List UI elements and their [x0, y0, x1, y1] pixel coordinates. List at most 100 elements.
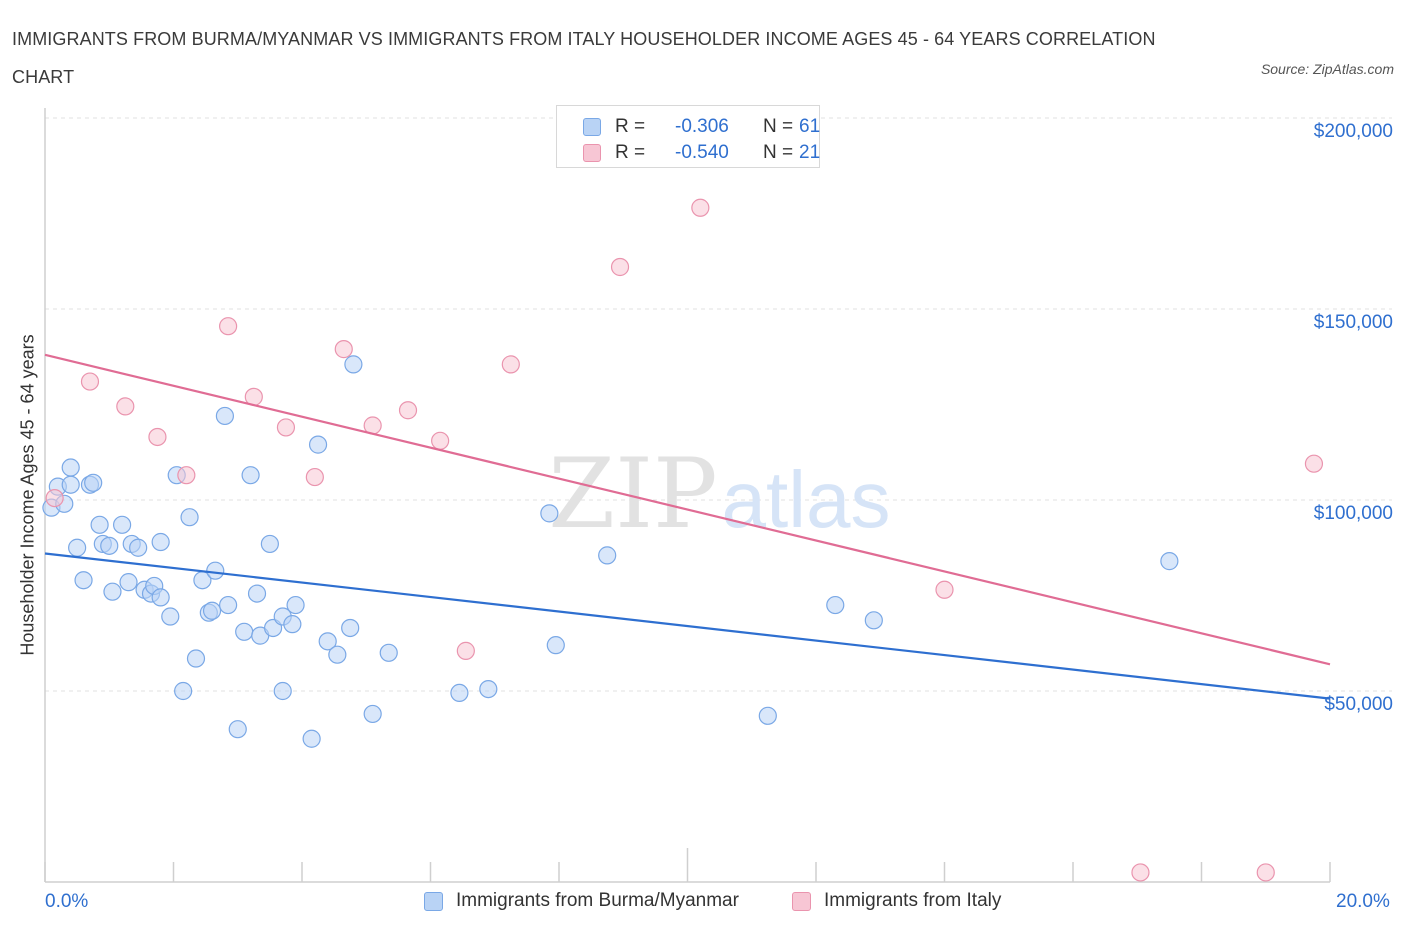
- italy-point: [276, 418, 296, 437]
- trend-line-italy: [44, 353, 1331, 666]
- legend-r-label: R =: [615, 142, 646, 163]
- italy-point: [305, 467, 324, 487]
- source-label: Source: ZipAtlas.com: [1260, 61, 1394, 77]
- burma-point: [68, 538, 87, 557]
- legend-r-value: -0.306: [675, 116, 729, 137]
- bottom-legend-label-italy: Immigrants from Italy: [824, 890, 1002, 911]
- y-tick-label: $200,000: [1313, 121, 1393, 142]
- italy-point: [334, 340, 353, 359]
- series-burma-points: [42, 355, 1179, 748]
- x-tick-label-min: 0.0%: [45, 891, 89, 912]
- italy-point: [691, 198, 710, 217]
- burma-point: [344, 355, 363, 374]
- burma-point: [61, 458, 80, 477]
- correlation-legend: R = -0.306 N = 61 R = -0.540 N = 21: [556, 105, 820, 168]
- burma-point: [302, 729, 321, 748]
- burma-point: [100, 536, 119, 555]
- burma-point: [363, 704, 382, 724]
- burma-point: [328, 645, 347, 664]
- burma-point: [219, 595, 238, 615]
- italy-point: [177, 466, 196, 485]
- burma-point: [235, 622, 254, 641]
- italy-point: [1256, 863, 1275, 882]
- italy-point: [116, 397, 135, 416]
- trend-line-burma: [44, 552, 1331, 700]
- y-axis-label: Householder Income Ages 45 - 64 years: [17, 334, 38, 656]
- legend-n-value: 61: [799, 116, 821, 137]
- series-italy-points: [45, 198, 1324, 882]
- bottom-legend-italy: Immigrants from Italy: [792, 887, 1052, 917]
- italy-point: [1131, 863, 1150, 882]
- burma-point: [247, 584, 267, 603]
- italy-point: [45, 488, 64, 508]
- burma-point: [186, 649, 206, 668]
- italy-point: [610, 257, 630, 277]
- legend-r-value: -0.540: [675, 142, 729, 163]
- burma-point: [450, 683, 469, 703]
- burma-point: [206, 561, 225, 580]
- burma-point: [202, 601, 222, 620]
- burma-point: [479, 679, 498, 699]
- x-tick-label-max: 20.0%: [1336, 891, 1390, 912]
- burma-point: [228, 720, 247, 739]
- burma-point: [174, 681, 193, 701]
- watermark-atlas: atlas: [722, 455, 891, 544]
- italy-point: [501, 355, 520, 374]
- legend-swatch-italy: [583, 144, 601, 162]
- chart-title: IMMIGRANTS FROM BURMA/MYANMAR VS IMMIGRA…: [12, 29, 1156, 87]
- burma-point: [308, 435, 328, 454]
- italy-point: [431, 431, 450, 450]
- burma-point: [119, 573, 138, 592]
- italy-point: [935, 580, 954, 599]
- burma-point: [74, 571, 93, 590]
- italy-point: [148, 427, 167, 447]
- legend-r-label: R =: [615, 116, 646, 137]
- y-tick-label: $100,000: [1313, 503, 1393, 524]
- bottom-legend-label-burma: Immigrants from Burma/Myanmar: [456, 890, 739, 911]
- burma-point: [180, 508, 199, 527]
- burma-point: [215, 406, 234, 426]
- italy-point: [456, 641, 475, 660]
- burma-point: [826, 595, 845, 615]
- burma-point: [379, 643, 398, 662]
- burma-point: [598, 546, 617, 565]
- watermark-zip: ZIP: [548, 438, 717, 550]
- burma-point: [151, 532, 170, 552]
- bottom-legend-swatch-italy: [792, 892, 811, 911]
- italy-point: [219, 317, 238, 336]
- burma-point: [103, 582, 122, 601]
- burma-point: [260, 534, 279, 554]
- burma-point: [273, 681, 292, 701]
- burma-point: [546, 636, 565, 655]
- burma-point: [758, 706, 777, 725]
- burma-point: [283, 615, 302, 634]
- y-tick-label: $50,000: [1324, 694, 1393, 715]
- burma-point: [318, 632, 337, 651]
- legend-n-label: N =: [763, 116, 794, 137]
- burma-point: [151, 588, 170, 607]
- burma-point: [341, 618, 360, 638]
- bottom-legend-swatch-burma: [424, 892, 443, 911]
- legend-n-value: 21: [799, 142, 821, 163]
- burma-point: [129, 538, 148, 557]
- bottom-legend-burma: Immigrants from Burma/Myanmar: [424, 887, 784, 917]
- burma-point: [112, 515, 132, 534]
- italy-point: [80, 372, 100, 391]
- burma-point: [84, 473, 103, 492]
- burma-point: [161, 607, 180, 626]
- burma-point: [90, 515, 109, 534]
- burma-point: [1160, 552, 1179, 571]
- burma-point: [864, 611, 883, 630]
- y-tick-label: $150,000: [1313, 312, 1393, 333]
- axes: [44, 108, 1331, 883]
- italy-point: [1304, 454, 1324, 473]
- italy-point: [398, 401, 418, 420]
- trend-lines: [44, 353, 1331, 700]
- burma-point: [540, 504, 559, 523]
- burma-point: [241, 466, 260, 485]
- burma-point: [61, 475, 80, 494]
- legend-n-label: N =: [763, 142, 794, 163]
- burma-point: [286, 595, 305, 615]
- legend-swatch-burma: [583, 118, 601, 136]
